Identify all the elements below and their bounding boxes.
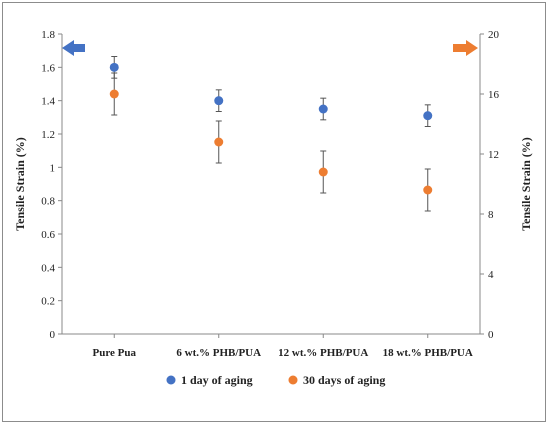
right-ticks: 0 4 8 12 16 20 (480, 29, 500, 341)
right-axis-arrow-icon (453, 40, 478, 56)
y-axis-title-left: Tensile Strain (%) (13, 137, 27, 231)
right-arrow-shape (453, 40, 478, 56)
axes (61, 34, 481, 335)
left-ticks: 0 0.2 0.4 0.6 0.8 1 1.2 1.4 1.6 1.8 (41, 29, 62, 341)
right-tick-label: 4 (488, 269, 494, 281)
point-1-day (214, 96, 224, 106)
right-tick-label: 20 (488, 29, 500, 41)
right-tick-label: 0 (488, 329, 494, 341)
left-tick-label: 1.6 (41, 62, 55, 74)
right-tick-label: 16 (488, 89, 500, 101)
category-label: 6 wt.% PHB/PUA (176, 347, 261, 359)
legend: 1 day of aging 30 days of aging (166, 373, 385, 387)
point-30-days (318, 167, 328, 177)
category-label: 12 wt.% PHB/PUA (278, 347, 368, 359)
legend-marker-1-day (166, 375, 176, 385)
point-1-day (423, 111, 433, 121)
point-30-days (214, 137, 224, 147)
left-tick-label: 0.8 (41, 196, 55, 208)
category-labels: Pure Pua 6 wt.% PHB/PUA 12 wt.% PHB/PUA 18 … (93, 334, 473, 359)
category-label: Pure Pua (93, 347, 137, 359)
left-tick-label: 0.6 (41, 229, 55, 241)
point-30-days (109, 89, 119, 99)
point-1-day (109, 62, 119, 72)
left-tick-label: 1.4 (41, 96, 55, 108)
data-marks (109, 56, 433, 212)
left-tick-label: 1 (50, 162, 56, 174)
legend-marker-30-days (288, 375, 298, 385)
y-axis-title-right: Tensile Strain (%) (519, 137, 533, 231)
left-tick-label: 0.4 (41, 262, 55, 274)
left-tick-label: 0 (50, 329, 56, 341)
left-arrow-shape (62, 40, 85, 56)
point-30-days (423, 185, 433, 195)
left-tick-label: 1.2 (41, 129, 55, 141)
left-tick-label: 1.8 (41, 29, 55, 41)
left-tick-label: 0.2 (41, 296, 55, 308)
legend-label-1-day: 1 day of aging (181, 373, 253, 387)
left-axis-arrow-icon (62, 40, 85, 56)
category-label: 18 wt.% PHB/PUA (383, 347, 473, 359)
right-tick-label: 8 (488, 209, 494, 221)
legend-label-30-days: 30 days of aging (303, 373, 385, 387)
chart-frame (2, 2, 546, 422)
point-1-day (318, 104, 328, 114)
right-tick-label: 12 (488, 149, 499, 161)
